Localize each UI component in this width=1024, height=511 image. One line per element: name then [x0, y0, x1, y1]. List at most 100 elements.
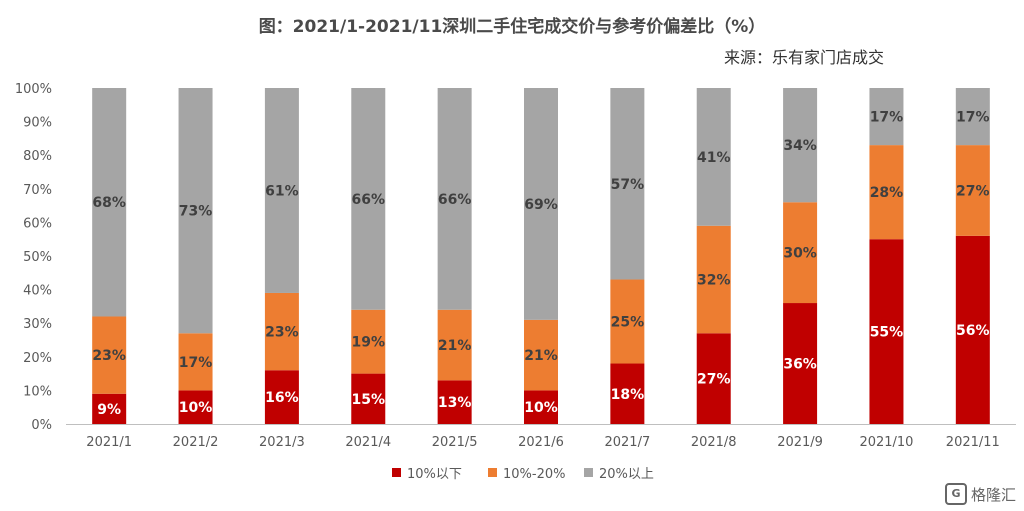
brand-text: 格隆汇 [970, 485, 1016, 504]
legend-label: 10%-20% [503, 467, 565, 482]
y-tick-label: 50% [23, 250, 52, 265]
chart-title: 图：2021/1-2021/11深圳二手住宅成交价与参考价偏差比（%） [258, 17, 766, 37]
data-label: 57% [611, 177, 645, 193]
bar-segment [696, 88, 731, 226]
data-label: 27% [697, 372, 731, 388]
data-label: 19% [352, 335, 386, 351]
brand-logo-icon: G [944, 483, 967, 505]
y-tick-label: 60% [23, 216, 52, 231]
bar-segment [696, 333, 731, 424]
bar-segment [437, 309, 472, 381]
bar-segment [783, 202, 818, 304]
legend-label: 20%以上 [599, 467, 654, 482]
data-label: 30% [783, 246, 817, 262]
data-label: 66% [438, 192, 472, 208]
bar-segment [869, 88, 904, 146]
bar-segment [783, 88, 818, 203]
y-tick-label: 40% [23, 284, 52, 299]
legend-swatch [488, 468, 497, 477]
data-label: 17% [870, 110, 904, 126]
data-label: 27% [956, 183, 990, 199]
bar-segment [869, 239, 904, 424]
data-label: 18% [611, 387, 645, 403]
x-tick-label: 2021/10 [859, 435, 913, 450]
data-label: 69% [524, 197, 558, 213]
data-label: 17% [179, 355, 213, 371]
y-tick-label: 70% [23, 183, 52, 198]
data-label: 36% [783, 357, 817, 373]
data-label: 68% [92, 195, 126, 211]
y-tick-label: 20% [23, 351, 52, 366]
legend-swatch [584, 468, 593, 477]
data-label: 55% [870, 325, 904, 341]
data-label: 9% [97, 402, 121, 418]
bar-segment [264, 88, 299, 293]
bar-segment [178, 88, 213, 334]
bar-segment [92, 393, 127, 424]
bar-segment [955, 88, 990, 146]
bar-segment [955, 235, 990, 424]
chart-source: 来源：乐有家门店成交 [723, 48, 884, 67]
data-label: 15% [352, 392, 386, 408]
y-tick-label: 90% [23, 116, 52, 131]
bar-segment [92, 88, 127, 317]
data-label: 21% [524, 348, 558, 364]
data-label: 17% [956, 110, 990, 126]
bar-segment [437, 380, 472, 424]
y-tick-label: 0% [31, 418, 52, 433]
bar-segment [696, 225, 731, 334]
data-label: 25% [611, 315, 645, 331]
bar-segment [524, 390, 558, 424]
data-label: 16% [265, 390, 299, 406]
data-label: 13% [438, 395, 472, 411]
data-label: 21% [438, 338, 472, 354]
bar-segment [610, 279, 645, 364]
bar-segment [437, 88, 472, 310]
bar-segment [610, 88, 645, 280]
bar-segment [264, 370, 299, 424]
x-tick-label: 2021/1 [86, 435, 132, 450]
data-label: 10% [524, 400, 558, 416]
x-tick-label: 2021/2 [173, 435, 219, 450]
x-tick-label: 2021/11 [946, 435, 1000, 450]
x-tick-label: 2021/7 [604, 435, 650, 450]
x-tick-label: 2021/3 [259, 435, 305, 450]
y-tick-label: 80% [23, 149, 52, 164]
data-label: 32% [697, 273, 731, 289]
legend-label: 10%以下 [407, 467, 462, 482]
data-label: 34% [783, 138, 817, 154]
bar-segment [351, 309, 386, 374]
data-label: 23% [92, 348, 126, 364]
bar-segment [524, 88, 558, 320]
bar-segment [178, 333, 213, 391]
data-label: 66% [352, 192, 386, 208]
data-label: 61% [265, 183, 299, 199]
bar-segment [869, 145, 904, 240]
bar-segment [783, 303, 818, 424]
brand-watermark: G 格隆汇 [944, 483, 1016, 505]
y-tick-label: 100% [15, 82, 52, 97]
bar-segment [610, 363, 645, 424]
data-label: 23% [265, 325, 299, 341]
y-tick-label: 10% [23, 384, 52, 399]
data-label: 41% [697, 150, 731, 166]
bar-segment [92, 316, 127, 394]
data-label: 56% [956, 323, 990, 339]
data-label: 73% [179, 204, 213, 220]
x-tick-label: 2021/6 [518, 435, 564, 450]
bar-segment [264, 292, 299, 371]
bar-segment [178, 390, 213, 424]
x-tick-label: 2021/8 [691, 435, 737, 450]
bar-segment [351, 373, 386, 424]
bar-segment [955, 145, 990, 236]
x-tick-label: 2021/9 [777, 435, 823, 450]
x-tick-label: 2021/4 [345, 435, 391, 450]
bar-segment [351, 88, 386, 310]
bar-segment [524, 319, 558, 391]
data-label: 28% [870, 185, 904, 201]
legend-swatch [392, 468, 401, 477]
x-tick-label: 2021/5 [432, 435, 478, 450]
y-tick-label: 30% [23, 317, 52, 332]
